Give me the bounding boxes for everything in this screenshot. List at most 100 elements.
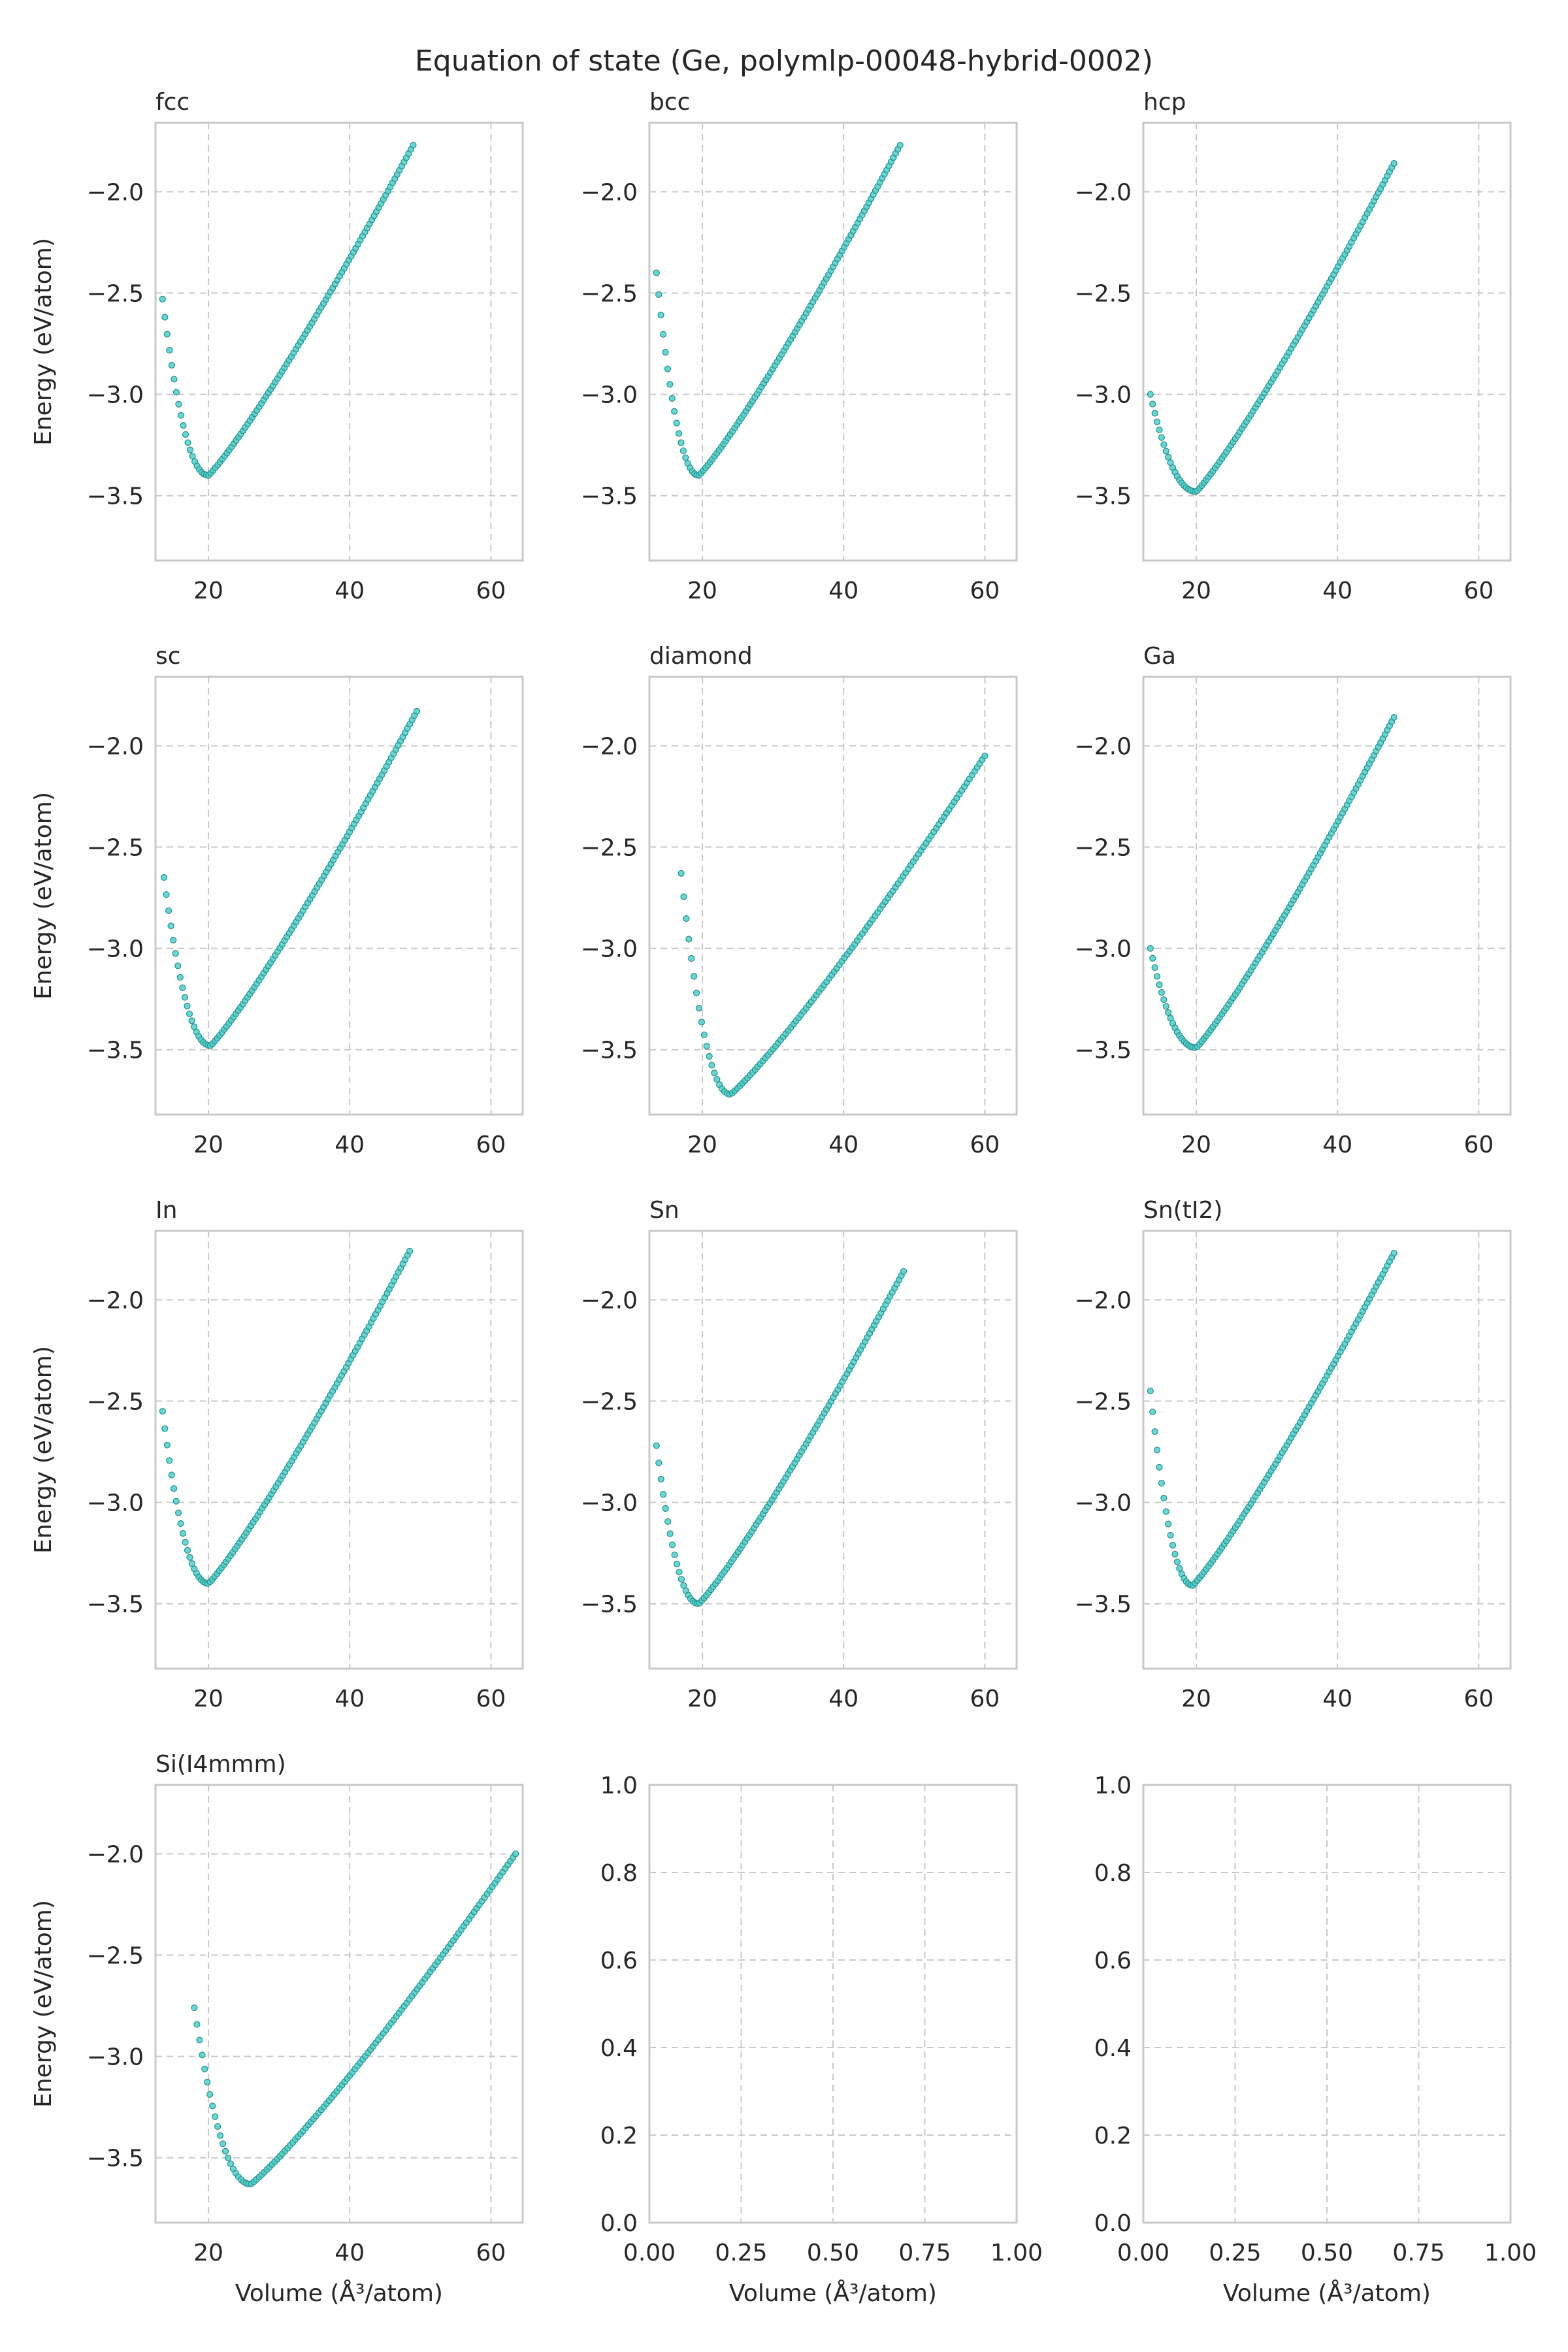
data-point (662, 349, 669, 356)
data-point (165, 907, 172, 915)
x-axis-label: Volume (Å³/atom) (1223, 2279, 1431, 2307)
grid-lines (649, 123, 1017, 561)
data-point (1151, 964, 1158, 972)
x-axis-label: Volume (Å³/atom) (729, 2279, 937, 2307)
data-point (167, 923, 174, 930)
x-tick-label: 0.25 (715, 2240, 767, 2266)
x-tick-label: 60 (1463, 578, 1494, 604)
subplot-3: 20 40 60 −3.5 −3.0 −2.5 −2.0 hcp (1075, 89, 1512, 604)
subplot-title: Sn(tI2) (1143, 1197, 1222, 1224)
data-point (227, 2160, 235, 2167)
y-tick-label: −3.0 (1075, 936, 1132, 963)
data-point (1149, 400, 1156, 408)
y-axis-label: Energy (eV/atom) (30, 792, 57, 1000)
data-point (1147, 1387, 1154, 1395)
grid-lines (649, 677, 1017, 1115)
data-point (1151, 1428, 1158, 1435)
x-tick-label: 20 (687, 578, 717, 604)
data-point (196, 2036, 203, 2044)
data-point (172, 950, 179, 957)
y-tick-label: −2.0 (87, 733, 144, 760)
x-tick-label: 0.00 (623, 2240, 676, 2266)
y-tick-label: −2.5 (87, 1943, 144, 1970)
x-tick-label: 60 (476, 1132, 506, 1158)
data-point (188, 1017, 195, 1024)
y-tick-label: 0.8 (600, 1860, 638, 1887)
data-point (666, 381, 674, 388)
grid-lines (155, 677, 523, 1115)
x-tick-label: 40 (335, 578, 365, 604)
data-point (179, 984, 186, 991)
data-point (711, 1070, 718, 1077)
subplot-title: fcc (155, 89, 189, 116)
data-point (182, 431, 189, 438)
y-tick-label: 0.2 (1094, 2123, 1132, 2149)
y-tick-label: −3.5 (581, 1037, 638, 1064)
y-tick-label: 0.0 (1094, 2210, 1132, 2237)
data-point (662, 1505, 669, 1512)
y-tick-label: 0.6 (600, 1948, 638, 1974)
subplot-8: 20 40 60 −3.5 −3.0 −2.5 −2.0 Sn (581, 1197, 1018, 1712)
x-tick-label: 60 (970, 1132, 1000, 1158)
data-point (186, 1554, 193, 1561)
x-tick-label: 60 (1463, 1132, 1494, 1158)
data-point (678, 870, 685, 877)
grid-lines (1143, 677, 1511, 1115)
data-point (171, 1485, 178, 1492)
subplot-5: 20 40 60 −3.5 −3.0 −2.5 −2.0 diamond (581, 643, 1018, 1158)
data-point (184, 1002, 191, 1009)
data-point (1165, 453, 1172, 461)
data-point (981, 752, 988, 760)
data-point (413, 708, 420, 715)
y-tick-label: −3.5 (1075, 483, 1132, 510)
subplot-title: Ga (1143, 643, 1176, 670)
data-point (219, 2140, 227, 2148)
scatter-series (159, 142, 417, 479)
data-point (671, 408, 678, 415)
x-tick-label: 60 (476, 1686, 506, 1712)
x-tick-label: 40 (335, 1686, 365, 1712)
data-point (161, 1425, 169, 1432)
x-tick-label: 20 (193, 1132, 223, 1158)
data-point (664, 1518, 672, 1526)
data-point (668, 1541, 676, 1548)
data-point (176, 973, 184, 981)
y-tick-label: −3.0 (581, 1490, 638, 1517)
data-point (679, 447, 687, 455)
data-point (655, 291, 662, 298)
x-tick-label: 0.25 (1209, 2240, 1261, 2266)
data-point (159, 1407, 166, 1415)
grid-lines (1143, 123, 1511, 561)
data-point (224, 2154, 232, 2161)
axes-frame (648, 1784, 1018, 2224)
data-point (201, 2065, 208, 2072)
data-point (1162, 448, 1169, 455)
scatter-series (653, 142, 904, 479)
x-tick-label: 1.00 (1484, 2240, 1537, 2266)
data-point (673, 1560, 681, 1567)
y-tick-label: −3.5 (581, 483, 638, 510)
data-point (657, 312, 664, 319)
data-point (209, 2102, 216, 2110)
subplot-title: Si(I4mmm) (155, 1751, 286, 1778)
axes-frame (1142, 1230, 1512, 1670)
data-point (1171, 1550, 1179, 1558)
y-tick-label: −3.0 (581, 936, 638, 963)
subplot-title: hcp (1143, 89, 1186, 116)
data-point (680, 893, 687, 900)
axes-frame (648, 1230, 1018, 1670)
data-point (1165, 1009, 1172, 1016)
y-tick-label: −2.0 (1075, 733, 1132, 760)
y-tick-label: −2.5 (87, 281, 144, 308)
data-point (159, 295, 166, 302)
data-point (1156, 981, 1163, 988)
x-tick-label: 20 (1181, 578, 1211, 604)
y-tick-label: −2.5 (1075, 835, 1132, 862)
y-tick-label: −2.0 (581, 1287, 638, 1314)
data-point (671, 1551, 678, 1559)
x-tick-label: 60 (970, 578, 1000, 604)
y-tick-label: −3.0 (87, 382, 144, 409)
data-point (1158, 434, 1166, 441)
y-tick-label: −3.5 (1075, 1592, 1132, 1618)
